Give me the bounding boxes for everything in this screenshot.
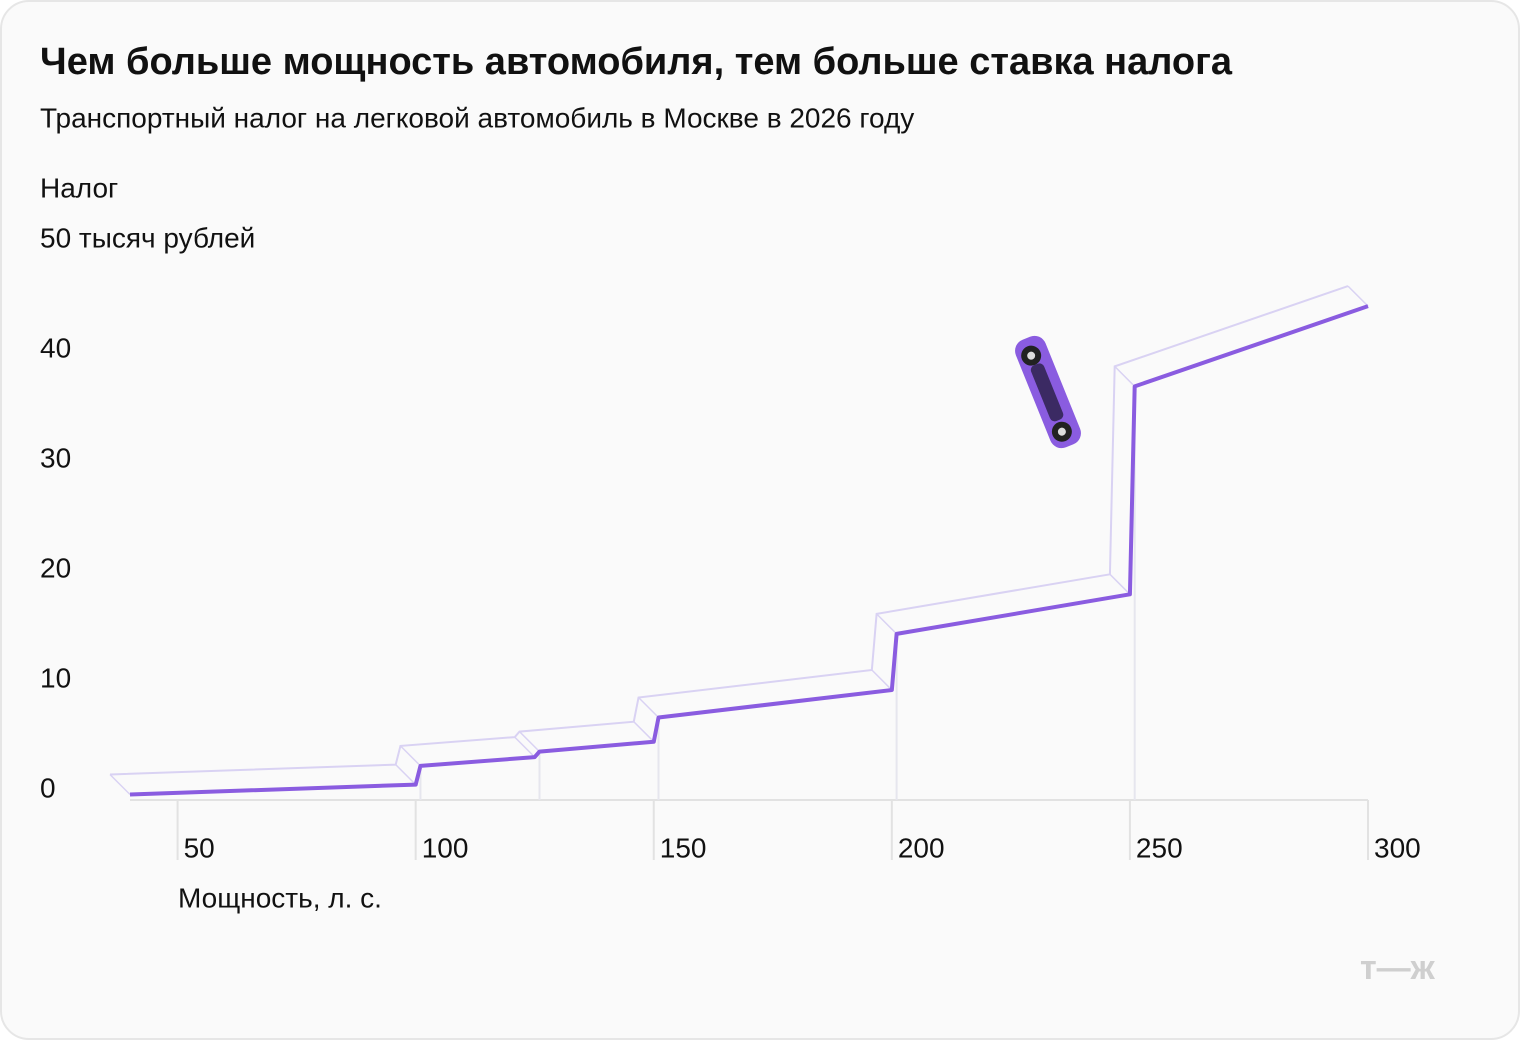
x-tick-label: 50 <box>184 832 215 863</box>
car-icon <box>1015 335 1081 449</box>
x-tick-label: 100 <box>422 832 469 863</box>
chart-title: Чем больше мощность автомобиля, тем боль… <box>40 41 1233 83</box>
x-axis-label: Мощность, л. с. <box>178 882 382 913</box>
ribbon-edge <box>399 745 421 767</box>
y-axis-unit: 50 тысяч рублей <box>40 222 255 253</box>
x-tick-label: 200 <box>898 832 945 863</box>
ribbon-edge <box>518 731 541 753</box>
y-tick-label: 0 <box>40 772 56 803</box>
y-axis-label: Налог <box>40 172 118 203</box>
line <box>129 304 1369 797</box>
x-tick-label: 250 <box>1136 832 1183 863</box>
ribbon-edge <box>1347 285 1369 307</box>
ribbon-edge <box>395 764 417 786</box>
ribbon-edge <box>1109 573 1131 595</box>
chart-subtitle: Транспортный налог на легковой автомобил… <box>40 102 914 133</box>
x-tick-label: 150 <box>660 832 707 863</box>
line-shadow <box>109 285 1349 776</box>
ribbon-edge <box>876 613 898 635</box>
ribbon-edge <box>109 773 131 796</box>
y-tick-label: 10 <box>40 662 71 693</box>
y-tick-label: 30 <box>40 442 71 473</box>
logo: т—ж <box>1360 949 1436 987</box>
y-tick-label: 20 <box>40 552 71 583</box>
ribbon-edge <box>871 669 893 691</box>
ribbon-edge <box>514 736 536 758</box>
y-tick-label: 40 <box>40 332 71 363</box>
ribbon-edge <box>633 721 655 743</box>
ribbon-edge <box>1114 365 1136 387</box>
ribbon-edge <box>638 696 660 719</box>
x-tick-label: 300 <box>1374 832 1421 863</box>
